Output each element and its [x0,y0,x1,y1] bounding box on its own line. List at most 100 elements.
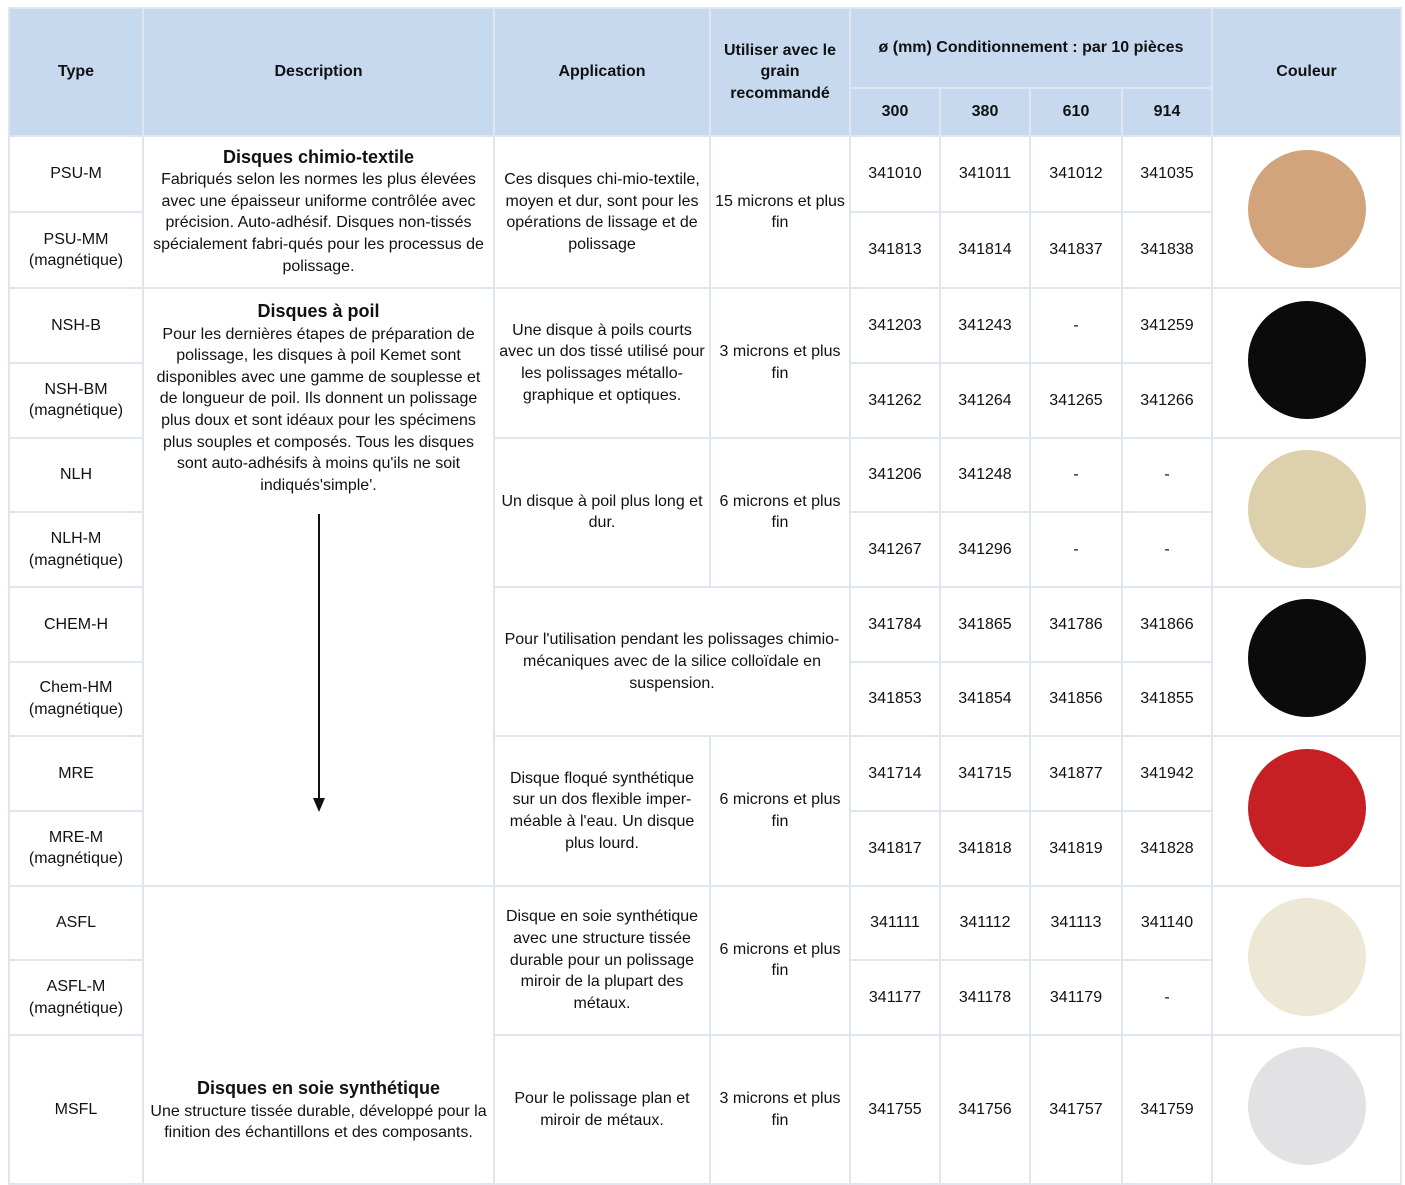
header-diameter-610: 610 [1029,87,1123,137]
description-disques-a-poil: Disques à poil Pour les dernières étapes… [142,287,495,887]
table-row: MRE Disque floqué synthétique sur un dos… [8,735,1402,887]
table-row: ASFL Disques en soie synthétique Une str… [8,884,1402,1185]
table-row: Chem-HM (magnétique) 341853 341854 34185… [8,660,1401,738]
table-row: PSU-M Disques chimio-textile Fabriqués s… [8,134,1402,290]
code-cell: 341714 [849,735,941,813]
code-cell: 341784 [849,586,941,663]
code-cell: - [1029,436,1123,514]
grain-cell: 6 microns et plus fin [709,436,851,589]
color-cell [1211,735,1402,887]
code-cell: - [1121,959,1213,1037]
code-cell: 341296 [939,511,1031,589]
description-chimio-textile: Disques chimio-textile Fabriqués selon l… [142,134,495,290]
code-cell: 341203 [849,287,941,364]
color-swatch-ivory [1247,898,1366,1017]
description-title: Disques à poil [257,301,380,322]
code-cell: 341786 [1029,586,1123,663]
type-cell: MRE-M (magnétique) [8,810,144,887]
application-cell: Ces disques chi-mio-textile, moyen et du… [493,134,711,290]
code-cell: 341035 [1121,134,1213,214]
header-application: Application [493,7,711,137]
code-cell: 341267 [849,511,941,589]
code-cell: 341266 [1121,361,1213,439]
application-cell: Disque en soie synthétique avec une stru… [493,884,711,1037]
header-diameter-380: 380 [939,87,1031,137]
code-cell: 341855 [1121,660,1213,738]
color-cell [1211,436,1402,589]
color-swatch-red [1247,748,1366,867]
code-cell: 341814 [939,211,1031,290]
application-cell: Pour le polissage plan et miroir de méta… [493,1034,711,1185]
type-cell: ASFL [8,884,144,962]
description-soie-synthetique: Disques en soie synthétique Une structur… [142,884,495,1185]
color-swatch-beige [1247,450,1366,569]
table-row: CHEM-H Pour l'utilisation pendant les po… [8,586,1402,738]
type-cell: MRE [8,735,144,813]
grain-cell: 15 microns et plus fin [709,134,851,290]
table-row: ASFL-M (magnétique) 341177 341178 341179… [8,959,1401,1037]
code-cell: 341262 [849,361,941,439]
code-cell: 341866 [1121,586,1213,663]
code-cell: 341756 [939,1034,1031,1185]
code-cell: 341259 [1121,287,1213,364]
code-cell: 341818 [939,810,1031,887]
code-cell: 341011 [939,134,1031,214]
code-cell: 341113 [1029,884,1123,962]
grain-cell: 3 microns et plus fin [709,287,851,439]
code-cell: 341755 [849,1034,941,1185]
code-cell: 341243 [939,287,1031,364]
type-cell: NSH-BM (magnétique) [8,361,144,439]
type-cell: Chem-HM (magnétique) [8,660,144,738]
code-cell: 341854 [939,660,1031,738]
description-text: Une structure tissée durable, développé … [150,1102,487,1142]
code-cell: 341817 [849,810,941,887]
color-cell [1211,134,1402,290]
color-swatch-black [1247,300,1366,419]
type-cell: PSU-M [8,134,144,214]
application-cell: Disque floqué synthétique sur un dos fle… [493,735,711,887]
code-cell: 341265 [1029,361,1123,439]
table-row: NSH-B Disques à poil Pour les dernières … [8,287,1402,887]
header-diameter-300: 300 [849,87,941,137]
type-cell: NLH-M (magnétique) [8,511,144,589]
color-cell [1211,884,1402,1037]
color-cell [1211,287,1402,439]
description-title: Disques en soie synthétique [196,1078,441,1099]
code-cell: - [1029,287,1123,364]
type-cell: CHEM-H [8,586,144,663]
color-swatch-black [1247,599,1366,718]
header-couleur: Couleur [1211,7,1402,137]
application-cell: Un disque à poil plus long et dur. [493,436,711,589]
table-row: MSFL Pour le polissage plan et miroir de… [8,1034,1402,1185]
code-cell: 341715 [939,735,1031,813]
header-conditionnement: ø (mm) Conditionnement : par 10 pièces [849,7,1213,89]
code-cell: 341757 [1029,1034,1123,1185]
color-swatch-tan [1247,149,1366,268]
code-cell: 341759 [1121,1034,1213,1185]
description-title: Disques chimio-textile [222,147,415,167]
code-cell: - [1121,511,1213,589]
grain-cell: 6 microns et plus fin [709,735,851,887]
description-text: Fabriqués selon les normes les plus élev… [153,171,484,275]
table-row: NLH Un disque à poil plus long et dur. 6… [8,436,1402,589]
code-cell: 341853 [849,660,941,738]
code-cell: 341248 [939,436,1031,514]
application-cell: Pour l'utilisation pendant les polissage… [493,586,851,738]
code-cell: 341856 [1029,660,1123,738]
header-description: Description [142,7,495,137]
type-cell: ASFL-M (magnétique) [8,959,144,1037]
code-cell: 341819 [1029,810,1123,887]
type-cell: MSFL [8,1034,144,1185]
code-cell: 341865 [939,586,1031,663]
code-cell: 341112 [939,884,1031,962]
application-cell: Une disque à poils courts avec un dos ti… [493,287,711,439]
code-cell: 341877 [1029,735,1123,813]
code-cell: 341828 [1121,810,1213,887]
code-cell: 341012 [1029,134,1123,214]
code-cell: - [1121,436,1213,514]
table-row: PSU-MM (magnétique) 341813 341814 341837… [8,211,1401,290]
code-cell: 341942 [1121,735,1213,813]
code-cell: 341140 [1121,884,1213,962]
code-cell: 341178 [939,959,1031,1037]
grain-cell: 6 microns et plus fin [709,884,851,1037]
